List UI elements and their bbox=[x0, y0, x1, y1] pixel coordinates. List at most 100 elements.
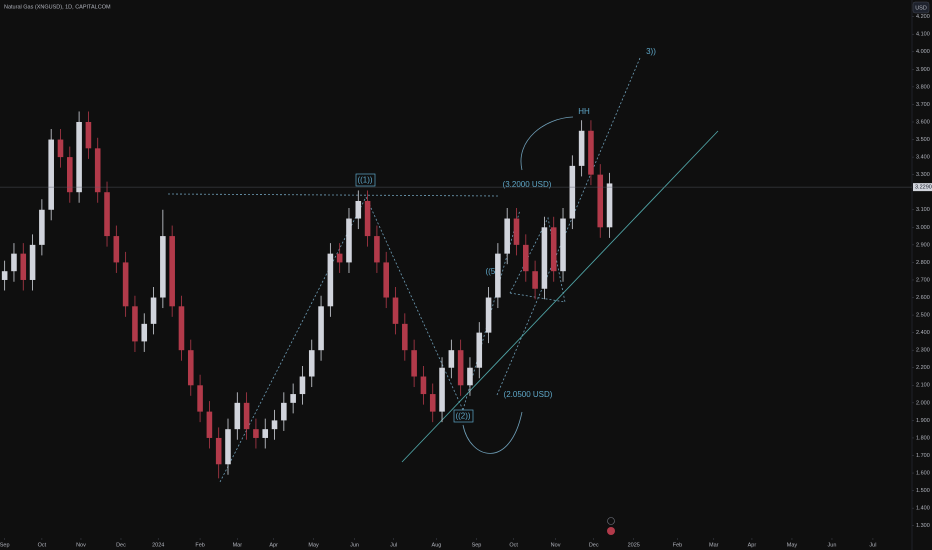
candle-body bbox=[327, 253, 334, 307]
trend-line bbox=[401, 130, 719, 463]
candle-body bbox=[225, 429, 231, 465]
candle-body bbox=[206, 411, 213, 438]
candle-body bbox=[113, 236, 120, 263]
wave-label: ((2)) bbox=[455, 412, 470, 421]
y-tick-label: 3.700 bbox=[916, 102, 930, 108]
candle-body bbox=[485, 297, 492, 333]
y-tick-label: 1.400 bbox=[916, 506, 930, 512]
candle-body bbox=[187, 350, 194, 386]
y-tick-label: 2.800 bbox=[916, 260, 930, 266]
x-tick-label: Jul bbox=[869, 542, 876, 548]
y-tick-label: 3.600 bbox=[916, 119, 930, 125]
candle-body bbox=[299, 376, 306, 395]
label-box bbox=[453, 409, 474, 423]
x-tick-label: Sep bbox=[472, 542, 482, 548]
candle-body bbox=[20, 253, 27, 280]
x-tick-label: Jul bbox=[390, 542, 397, 548]
candle-body bbox=[411, 350, 417, 377]
last-price-tag bbox=[913, 183, 932, 192]
candle-body bbox=[308, 350, 315, 377]
x-tick-label: Feb bbox=[673, 542, 682, 548]
y-tick-label: 3.300 bbox=[916, 172, 930, 178]
wave-line bbox=[365, 196, 464, 411]
candle-body bbox=[429, 394, 436, 412]
candle-body bbox=[132, 306, 138, 342]
label-box bbox=[355, 173, 376, 187]
y-tick-label: 2.700 bbox=[916, 277, 930, 283]
candle-body bbox=[11, 253, 17, 272]
x-tick-label: 2024 bbox=[152, 542, 164, 548]
candle-body bbox=[495, 253, 501, 298]
candle-body bbox=[346, 218, 352, 263]
candle-body bbox=[1, 271, 8, 280]
candle-body bbox=[67, 157, 73, 193]
candle-body bbox=[253, 429, 259, 438]
candle-body bbox=[197, 385, 203, 412]
y-tick-label: 4.200 bbox=[916, 14, 930, 20]
candle-body bbox=[160, 236, 166, 298]
wave-line bbox=[219, 196, 367, 483]
candle-body bbox=[392, 297, 399, 324]
x-tick-label: Dec bbox=[589, 542, 599, 548]
candle-body bbox=[476, 332, 483, 368]
candle-body bbox=[234, 402, 241, 430]
projection-line bbox=[496, 57, 641, 396]
x-tick-label: May bbox=[308, 542, 319, 548]
candle-body bbox=[150, 297, 157, 324]
level-label: (2.0500 USD) bbox=[504, 390, 553, 399]
wave-line bbox=[462, 209, 521, 411]
x-tick-label: 2025 bbox=[628, 542, 640, 548]
candle-body bbox=[57, 139, 64, 158]
y-tick-label: 1.900 bbox=[916, 418, 930, 424]
candle-body bbox=[215, 437, 222, 465]
candle-body bbox=[336, 253, 343, 263]
x-tick-label: Mar bbox=[233, 542, 243, 548]
x-tick-label: Jun bbox=[350, 542, 359, 548]
y-tick-label: 4.100 bbox=[916, 32, 930, 38]
candle-body bbox=[364, 200, 371, 237]
horizontal-level bbox=[167, 193, 501, 197]
currency-button[interactable] bbox=[912, 1, 930, 14]
y-tick-label: 2.400 bbox=[916, 330, 930, 336]
candle-body bbox=[355, 200, 362, 219]
curved-arrow bbox=[520, 116, 574, 171]
x-tick-label: Nov bbox=[76, 542, 86, 548]
x-tick-label: Feb bbox=[195, 542, 204, 548]
x-tick-label: Dec bbox=[116, 542, 126, 548]
drawings bbox=[167, 57, 719, 483]
candle-body bbox=[420, 376, 427, 395]
candle-body bbox=[281, 402, 287, 421]
candle-body bbox=[374, 236, 380, 263]
candle-body bbox=[606, 183, 613, 228]
candle-body bbox=[262, 429, 269, 438]
candle-body bbox=[243, 402, 250, 430]
candle-body bbox=[532, 271, 538, 289]
x-tick-label: Nov bbox=[551, 542, 561, 548]
y-tick-label: 2.000 bbox=[916, 400, 930, 406]
candle-body bbox=[271, 420, 278, 430]
x-tick-label: Oct bbox=[38, 542, 47, 548]
candle-body bbox=[48, 139, 54, 210]
event-icon[interactable] bbox=[607, 517, 615, 525]
candle-body bbox=[178, 306, 185, 351]
event-icon[interactable] bbox=[607, 527, 615, 535]
y-tick-label: 2.200 bbox=[916, 365, 930, 371]
candle-body bbox=[550, 227, 557, 272]
candle-body bbox=[578, 130, 585, 166]
candle-body bbox=[290, 394, 296, 403]
candle-body bbox=[560, 218, 566, 272]
candle-body bbox=[94, 148, 101, 193]
y-tick-label: 3.000 bbox=[916, 225, 930, 231]
x-tick-label: Jun bbox=[828, 542, 837, 548]
candle-body bbox=[439, 367, 445, 412]
wave-label: ((1)) bbox=[357, 176, 372, 185]
candle-body bbox=[76, 121, 82, 193]
candle-body bbox=[169, 236, 175, 307]
candle-body bbox=[467, 367, 473, 386]
candle-body bbox=[588, 130, 594, 175]
candle-body bbox=[513, 218, 520, 245]
candle-body bbox=[448, 350, 455, 368]
y-tick-label: 1.700 bbox=[916, 453, 930, 459]
y-tick-label: 2.100 bbox=[916, 383, 930, 389]
